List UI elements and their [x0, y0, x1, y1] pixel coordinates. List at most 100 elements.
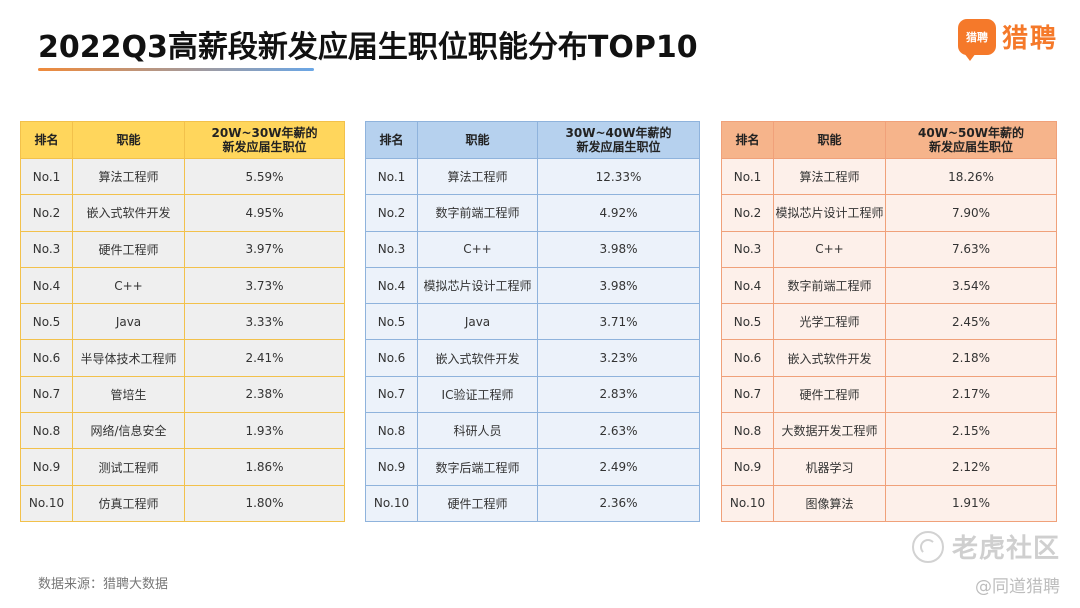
cell-share: 2.41% — [184, 339, 345, 377]
table-row: No.4 C++ 3.73% — [20, 266, 345, 305]
cell-share: 3.97% — [184, 230, 345, 268]
cell-share: 7.63% — [885, 230, 1057, 268]
table-row: No.10 仿真工程师 1.80% — [20, 484, 345, 522]
cell-share: 3.71% — [537, 303, 700, 341]
cell-share: 3.33% — [184, 303, 345, 341]
cell-function: Java — [417, 303, 538, 341]
table-row: No.6 嵌入式软件开发 3.23% — [365, 339, 700, 377]
cell-share: 7.90% — [885, 194, 1057, 232]
table-row: No.10 硬件工程师 2.36% — [365, 484, 700, 522]
cell-share: 1.91% — [885, 484, 1057, 522]
table-row: No.2 模拟芯片设计工程师 7.90% — [721, 194, 1057, 232]
cell-function: 管培生 — [72, 375, 185, 414]
table-row: No.7 IC验证工程师 2.83% — [365, 375, 700, 414]
cell-rank: No.2 — [365, 194, 418, 232]
cell-rank: No.7 — [365, 375, 418, 414]
cell-function: 图像算法 — [773, 484, 886, 522]
cell-rank: No.4 — [721, 266, 774, 305]
cell-share: 2.12% — [885, 448, 1057, 486]
cell-rank: No.3 — [365, 230, 418, 268]
table-row: No.3 C++ 7.63% — [721, 230, 1057, 268]
logo-text: 猎聘 — [1001, 24, 1058, 54]
cell-rank: No.5 — [721, 303, 774, 341]
cell-rank: No.9 — [20, 448, 73, 486]
cell-rank: No.1 — [721, 157, 774, 196]
cell-share: 3.73% — [184, 266, 345, 305]
cell-rank: No.4 — [20, 266, 73, 305]
cell-share: 4.92% — [537, 194, 700, 232]
cell-rank: No.8 — [20, 412, 73, 450]
header-function: 职能 — [417, 121, 538, 159]
cell-share: 3.98% — [537, 266, 700, 305]
cell-share: 2.15% — [885, 412, 1057, 450]
table-row: No.8 大数据开发工程师 2.15% — [721, 412, 1057, 450]
table-row: No.6 半导体技术工程师 2.41% — [20, 339, 345, 377]
watermark-sub: @同道猎聘 — [975, 577, 1060, 597]
table-row: No.6 嵌入式软件开发 2.18% — [721, 339, 1057, 377]
table-row: No.5 Java 3.33% — [20, 303, 345, 341]
header-share: 20W~30W年薪的 新发应届生职位 — [184, 121, 345, 159]
cell-rank: No.2 — [20, 194, 73, 232]
cell-function: 硬件工程师 — [72, 230, 185, 268]
table-row: No.9 测试工程师 1.86% — [20, 448, 345, 486]
table-row: No.5 Java 3.71% — [365, 303, 700, 341]
cell-rank: No.1 — [20, 157, 73, 196]
cell-function: 模拟芯片设计工程师 — [773, 194, 886, 232]
cell-share: 2.63% — [537, 412, 700, 450]
header-share-line2: 新发应届生职位 — [928, 140, 1013, 154]
cell-function: 数字后端工程师 — [417, 448, 538, 486]
cell-share: 1.86% — [184, 448, 345, 486]
cell-function: 硬件工程师 — [773, 375, 886, 414]
header-rank: 排名 — [365, 121, 418, 159]
cell-rank: No.3 — [721, 230, 774, 268]
cell-share: 2.45% — [885, 303, 1057, 341]
table-40w-50w: 排名 职能 40W~50W年薪的 新发应届生职位 No.1 算法工程师 18.26% N… — [721, 121, 1057, 522]
header-function: 职能 — [773, 121, 886, 159]
header-share-line2: 新发应届生职位 — [576, 140, 661, 154]
liepin-logo: 猎聘 猎聘 — [957, 18, 1058, 61]
cell-share: 2.83% — [537, 375, 700, 414]
cell-rank: No.7 — [721, 375, 774, 414]
cell-function: C++ — [417, 230, 538, 268]
cell-function: 大数据开发工程师 — [773, 412, 886, 450]
cell-share: 1.93% — [184, 412, 345, 450]
cell-rank: No.3 — [20, 230, 73, 268]
table-row: No.1 算法工程师 5.59% — [20, 157, 345, 196]
cell-rank: No.8 — [721, 412, 774, 450]
cell-function: 仿真工程师 — [72, 484, 185, 522]
cell-function: 数字前端工程师 — [773, 266, 886, 305]
table-row: No.5 光学工程师 2.45% — [721, 303, 1057, 341]
cell-rank: No.4 — [365, 266, 418, 305]
table-row: No.8 科研人员 2.63% — [365, 412, 700, 450]
data-source: 数据来源：猎聘大数据 — [38, 577, 169, 592]
header-share-line2: 新发应届生职位 — [222, 140, 307, 154]
cell-share: 2.36% — [537, 484, 700, 522]
watermark-logo-icon — [911, 530, 944, 563]
header-share: 30W~40W年薪的 新发应届生职位 — [537, 121, 700, 159]
cell-rank: No.6 — [20, 339, 73, 377]
cell-share: 3.98% — [537, 230, 700, 268]
table-header-row: 排名 职能 40W~50W年薪的 新发应届生职位 — [721, 121, 1057, 159]
header-share: 40W~50W年薪的 新发应届生职位 — [885, 121, 1057, 159]
cell-rank: No.9 — [721, 448, 774, 486]
cell-rank: No.1 — [365, 157, 418, 196]
cell-share: 2.18% — [885, 339, 1057, 377]
header-share-line1: 30W~40W年薪的 — [565, 126, 672, 140]
header-function: 职能 — [72, 121, 185, 159]
cell-rank: No.6 — [721, 339, 774, 377]
table-row: No.4 模拟芯片设计工程师 3.98% — [365, 266, 700, 305]
table-row: No.7 管培生 2.38% — [20, 375, 345, 414]
table-30w-40w: 排名 职能 30W~40W年薪的 新发应届生职位 No.1 算法工程师 12.33% N… — [365, 121, 700, 522]
cell-function: 嵌入式软件开发 — [773, 339, 886, 377]
cell-function: 科研人员 — [417, 412, 538, 450]
cell-function: 光学工程师 — [773, 303, 886, 341]
watermark-main: 老虎社区 — [911, 528, 1060, 565]
cell-rank: No.9 — [365, 448, 418, 486]
cell-rank: No.2 — [721, 194, 774, 232]
table-body: No.1 算法工程师 18.26% No.2 模拟芯片设计工程师 7.90% No.3 C++… — [721, 157, 1057, 522]
cell-share: 18.26% — [885, 157, 1057, 196]
cell-function: 模拟芯片设计工程师 — [417, 266, 538, 305]
cell-function: 数字前端工程师 — [417, 194, 538, 232]
table-row: No.2 数字前端工程师 4.92% — [365, 194, 700, 232]
header-share-line1: 40W~50W年薪的 — [918, 126, 1024, 140]
